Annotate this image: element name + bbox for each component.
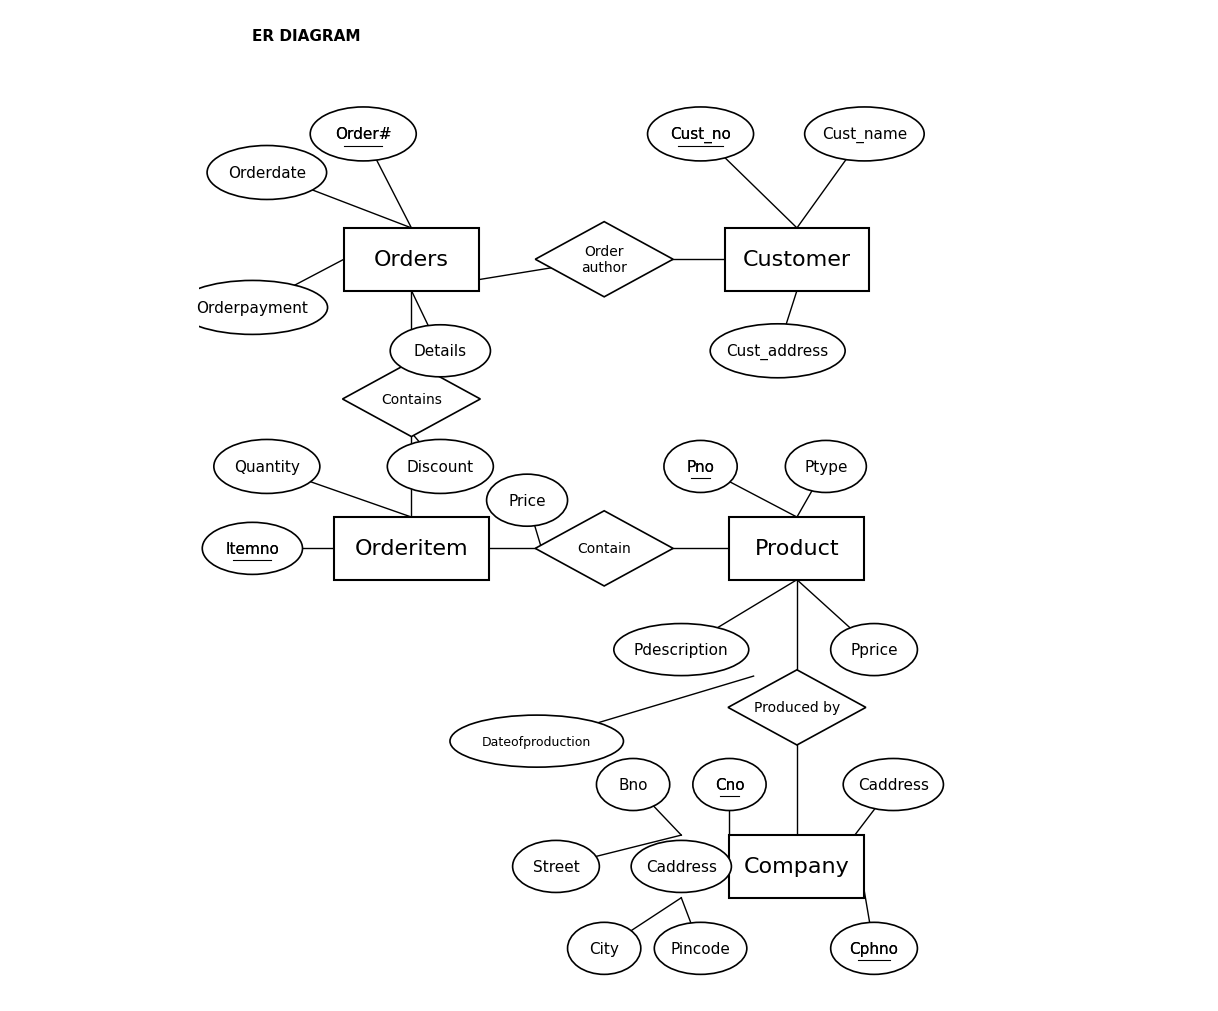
Text: Itemno: Itemno [225, 541, 279, 556]
Polygon shape [535, 222, 674, 297]
Ellipse shape [207, 147, 326, 200]
Text: Orderitem: Orderitem [354, 539, 468, 559]
FancyBboxPatch shape [730, 835, 865, 898]
Ellipse shape [568, 922, 641, 975]
Ellipse shape [487, 475, 568, 527]
FancyBboxPatch shape [343, 228, 479, 291]
Ellipse shape [831, 922, 917, 975]
Polygon shape [342, 362, 480, 437]
Text: Caddress: Caddress [646, 859, 716, 875]
FancyBboxPatch shape [334, 518, 488, 580]
Text: Orders: Orders [374, 250, 449, 270]
Text: Details: Details [414, 344, 466, 359]
Ellipse shape [693, 758, 766, 811]
Ellipse shape [648, 108, 754, 162]
Text: Cphno: Cphno [849, 941, 899, 956]
Polygon shape [535, 512, 674, 586]
Text: Cphno: Cphno [849, 941, 899, 956]
FancyBboxPatch shape [730, 518, 865, 580]
Text: Caddress: Caddress [857, 777, 929, 793]
Text: Orderpayment: Orderpayment [196, 300, 308, 315]
Text: Pno: Pno [687, 459, 715, 474]
Text: Contains: Contains [381, 392, 442, 406]
Text: Itemno: Itemno [225, 541, 279, 556]
Ellipse shape [631, 840, 731, 893]
Text: Pdescription: Pdescription [635, 642, 728, 657]
Text: ER DIAGRAM: ER DIAGRAM [252, 29, 361, 43]
Ellipse shape [597, 758, 670, 811]
Ellipse shape [805, 108, 924, 162]
Ellipse shape [202, 523, 302, 575]
Ellipse shape [831, 624, 917, 676]
Text: Cno: Cno [715, 777, 744, 793]
Text: Ptype: Ptype [804, 459, 848, 474]
Text: Pincode: Pincode [671, 941, 731, 956]
Ellipse shape [843, 758, 944, 811]
Ellipse shape [390, 326, 491, 377]
Ellipse shape [614, 624, 749, 676]
FancyBboxPatch shape [725, 228, 870, 291]
Ellipse shape [214, 440, 320, 494]
Ellipse shape [786, 441, 866, 493]
Text: Street: Street [532, 859, 580, 875]
Text: Cust_no: Cust_no [670, 126, 731, 143]
Ellipse shape [710, 325, 845, 378]
Text: City: City [590, 941, 619, 956]
Text: Order#: Order# [335, 127, 391, 143]
Text: Order
author: Order author [581, 245, 627, 275]
Text: Discount: Discount [407, 459, 474, 474]
Text: Pno: Pno [687, 459, 715, 474]
Text: Contain: Contain [577, 542, 631, 556]
Text: Quantity: Quantity [234, 459, 300, 474]
Text: Product: Product [755, 539, 839, 559]
Text: Price: Price [508, 493, 546, 509]
Text: Cno: Cno [715, 777, 744, 793]
Text: Orderdate: Orderdate [228, 166, 306, 181]
Text: Pprice: Pprice [850, 642, 898, 657]
Text: Bno: Bno [619, 777, 648, 793]
Text: Produced by: Produced by [754, 701, 840, 715]
Text: Customer: Customer [743, 250, 851, 270]
Text: Cust_name: Cust_name [822, 126, 907, 143]
Ellipse shape [311, 108, 417, 162]
Ellipse shape [513, 840, 599, 893]
Ellipse shape [664, 441, 737, 493]
Polygon shape [728, 670, 866, 745]
Text: Order#: Order# [335, 127, 391, 143]
Text: Dateofproduction: Dateofproduction [482, 735, 592, 748]
Ellipse shape [177, 281, 328, 335]
Ellipse shape [654, 922, 747, 975]
Text: Cust_address: Cust_address [727, 344, 828, 360]
Text: Company: Company [744, 856, 850, 877]
Ellipse shape [387, 440, 493, 494]
Ellipse shape [449, 716, 624, 767]
Text: Cust_no: Cust_no [670, 126, 731, 143]
